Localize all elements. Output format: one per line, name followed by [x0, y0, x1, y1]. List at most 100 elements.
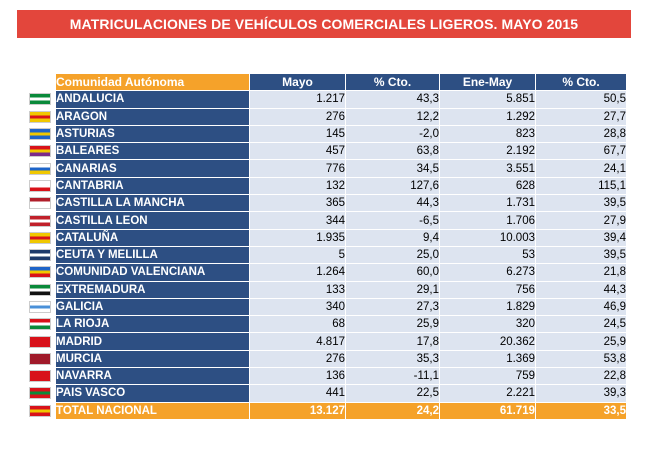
cto-mayo-cell: 44,3: [345, 194, 440, 213]
cto-ene-may-cell: 115,1: [535, 176, 627, 196]
table-row: CASTILLA LEON 344 -6,5 1.706 27,9: [23, 211, 627, 230]
ene-may-cell: 759: [439, 367, 536, 386]
region-name-cell: CATALUÑA: [55, 228, 250, 247]
mayo-cell: 276: [249, 107, 346, 126]
ene-may-cell: 2.221: [439, 384, 536, 403]
cto-mayo-cell: 35,3: [345, 349, 440, 369]
flag-pais-vasco-icon: [28, 387, 51, 400]
region-name-cell: PAIS VASCO: [55, 384, 250, 403]
flag-cell: [23, 367, 56, 386]
cto-mayo-cell: 25,0: [345, 245, 440, 265]
mayo-cell: 365: [249, 194, 346, 213]
table-row: BALEARES 457 63,8 2.192 67,7: [23, 142, 627, 161]
mayo-cell: 457: [249, 142, 346, 161]
table-row: COMUNIDAD VALENCIANA 1.264 60,0 6.273 21,8: [23, 263, 627, 282]
flag-madrid-icon: [28, 335, 51, 348]
cto-ene-may-cell: 22,8: [535, 367, 627, 386]
flag-murcia-icon: [28, 352, 51, 365]
mayo-cell: 1.264: [249, 263, 346, 282]
cto-ene-may-cell: 44,3: [535, 280, 627, 299]
flag-total-nacional-icon: [28, 404, 51, 417]
mayo-cell: 132: [249, 176, 346, 196]
cto-ene-may-cell: 28,8: [535, 124, 627, 144]
cto-ene-may-cell: 25,9: [535, 332, 627, 351]
flag-cell: [23, 401, 56, 420]
flag-castilla-la-mancha-icon: [28, 197, 51, 210]
cto-mayo-cell: 9,4: [345, 228, 440, 247]
region-name-cell: ASTURIAS: [55, 124, 250, 144]
cto-ene-may-cell: 39,5: [535, 245, 627, 265]
mayo-cell: 136: [249, 367, 346, 386]
flag-cell: [23, 384, 56, 403]
flag-comunidad-valenciana-icon: [28, 266, 51, 279]
flag-header-spacer: [23, 73, 56, 91]
cto-mayo-cell: 22,5: [345, 384, 440, 403]
page-title: MATRICULACIONES DE VEHÍCULOS COMERCIALES…: [17, 10, 631, 38]
flag-cell: [23, 263, 56, 282]
ene-may-cell: 2.192: [439, 142, 536, 161]
table-row: ARAGON 276 12,2 1.292 27,7: [23, 107, 627, 126]
ene-may-cell: 10.003: [439, 228, 536, 247]
table-row: MURCIA 276 35,3 1.369 53,8: [23, 349, 627, 369]
ene-may-cell: 320: [439, 315, 536, 334]
cto-mayo-cell: 25,9: [345, 315, 440, 334]
cto-mayo-cell: 43,3: [345, 90, 440, 109]
ene-may-cell: 20.362: [439, 332, 536, 351]
flag-cell: [23, 297, 56, 317]
flag-baleares-icon: [28, 145, 51, 158]
cto-mayo-cell: 63,8: [345, 142, 440, 161]
mayo-cell: 1.935: [249, 228, 346, 247]
flag-cell: [23, 107, 56, 126]
region-name-cell: BALEARES: [55, 142, 250, 161]
cto-ene-may-cell: 39,5: [535, 194, 627, 213]
cto-mayo-cell: 34,5: [345, 159, 440, 178]
cto-ene-may-cell: 50,5: [535, 90, 627, 109]
region-name-cell: MURCIA: [55, 349, 250, 369]
ene-may-cell: 1.292: [439, 107, 536, 126]
mayo-cell: 340: [249, 297, 346, 317]
cto-ene-may-cell: 46,9: [535, 297, 627, 317]
total-row: TOTAL NACIONAL 13.127 24,2 61.719 33,5: [23, 401, 627, 420]
mayo-cell: 68: [249, 315, 346, 334]
registrations-table: Comunidad Autónoma Mayo % Cto. Ene-May %…: [23, 72, 627, 420]
flag-navarra-icon: [28, 370, 51, 383]
cto-mayo-cell: 12,2: [345, 107, 440, 126]
cto-ene-may-cell: 27,9: [535, 211, 627, 230]
cto-ene-may-cell: 67,7: [535, 142, 627, 161]
cto-ene-may-cell: 24,5: [535, 315, 627, 334]
table-row: LA RIOJA 68 25,9 320 24,5: [23, 315, 627, 334]
header-ene-may: Ene-May: [439, 72, 536, 92]
table-row: CASTILLA LA MANCHA 365 44,3 1.731 39,5: [23, 194, 627, 213]
flag-cell: [23, 90, 56, 109]
region-name-cell: COMUNIDAD VALENCIANA: [55, 263, 250, 282]
flag-cell: [23, 176, 56, 196]
flag-canarias-icon: [28, 162, 51, 175]
region-name-cell: TOTAL NACIONAL: [55, 401, 250, 420]
mayo-cell: 344: [249, 211, 346, 230]
flag-aragon-icon: [28, 110, 51, 123]
flag-cell: [23, 315, 56, 334]
flag-ceuta-y-melilla-icon: [28, 249, 51, 262]
mayo-cell: 5: [249, 245, 346, 265]
flag-cell: [23, 349, 56, 369]
table-row: CEUTA Y MELILLA 5 25,0 53 39,5: [23, 245, 627, 265]
region-name-cell: CANARIAS: [55, 159, 250, 178]
table-row: PAIS VASCO 441 22,5 2.221 39,3: [23, 384, 627, 403]
flag-cell: [23, 159, 56, 178]
region-name-cell: CEUTA Y MELILLA: [55, 245, 250, 265]
flag-extremadura-icon: [28, 283, 51, 296]
cto-ene-may-cell: 33,5: [535, 401, 627, 420]
table-row: ANDALUCIA 1.217 43,3 5.851 50,5: [23, 90, 627, 109]
flag-cell: [23, 211, 56, 230]
flag-cantabria-icon: [28, 179, 51, 192]
ene-may-cell: 1.706: [439, 211, 536, 230]
region-name-cell: CASTILLA LEON: [55, 211, 250, 230]
region-name-cell: CANTABRIA: [55, 176, 250, 196]
region-name-cell: MADRID: [55, 332, 250, 351]
header-cto-mayo: % Cto.: [345, 72, 440, 92]
region-name-cell: GALICIA: [55, 297, 250, 317]
header-mayo: Mayo: [249, 72, 346, 92]
region-name-cell: NAVARRA: [55, 367, 250, 386]
cto-ene-may-cell: 53,8: [535, 349, 627, 369]
flag-cell: [23, 245, 56, 265]
